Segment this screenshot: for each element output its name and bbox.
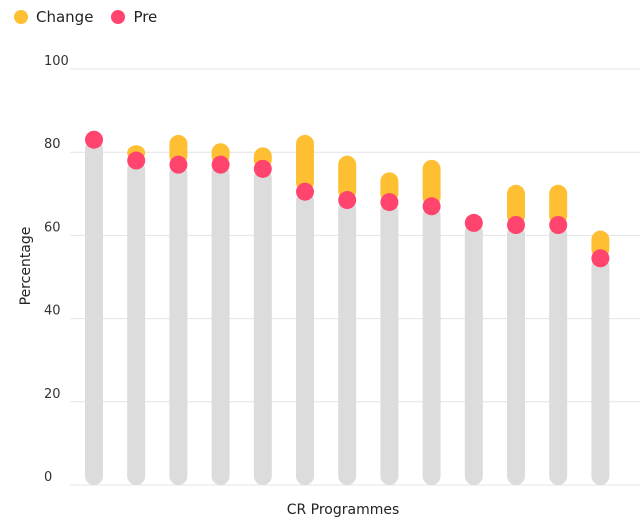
pre-point[interactable] [464,213,483,232]
pre-bar-track[interactable] [338,200,357,486]
pre-point[interactable] [211,155,230,174]
pre-point[interactable] [338,191,357,210]
pre-point[interactable] [591,249,610,268]
pre-bar-track[interactable] [253,168,272,485]
legend: Change Pre [14,8,157,26]
pre-point[interactable] [422,197,441,216]
pre-bar-track[interactable] [127,160,146,485]
pre-point[interactable] [507,216,525,234]
legend-item-pre[interactable]: Pre [111,8,157,26]
pre-bar-track[interactable] [296,191,314,485]
legend-item-change[interactable]: Change [14,8,93,26]
y-axis-ticks: 0 20 40 60 80 100 [44,54,69,485]
pre-bar-track[interactable] [380,202,399,485]
pre-point[interactable] [253,159,272,178]
pre-bar-track[interactable] [464,222,483,486]
y-tick-label: 20 [44,387,61,402]
pre-point[interactable] [169,155,188,174]
pre-point[interactable] [380,193,399,212]
pre-bar-track[interactable] [422,206,441,485]
pre-bar-track[interactable] [85,139,103,485]
y-tick-label: 0 [44,470,52,485]
pre-point[interactable] [296,182,314,201]
pre-bar-track[interactable] [211,164,230,485]
legend-swatch-pre [111,10,126,24]
y-tick-label: 40 [44,304,61,319]
change-bar[interactable] [296,134,314,192]
pre-point[interactable] [127,151,146,170]
pre-bar-track[interactable] [169,164,188,485]
y-tick-label: 60 [44,220,61,235]
pre-bar-track[interactable] [591,258,610,485]
legend-label-change: Change [36,8,94,26]
y-axis-title: Percentage [18,227,34,306]
x-axis-title: CR Programmes [287,502,400,518]
change-bar[interactable] [507,184,525,225]
pre-point[interactable] [85,130,103,149]
y-tick-label: 80 [44,137,61,152]
pre-bar-track[interactable] [507,225,525,485]
y-tick-label: 100 [44,54,69,69]
change-bar[interactable] [338,155,357,201]
bars [85,130,610,486]
pre-point[interactable] [549,216,568,234]
change-bar[interactable] [422,159,441,207]
change-bar[interactable] [549,184,568,225]
pre-bar-track[interactable] [549,225,568,485]
legend-swatch-change [14,10,28,24]
legend-label-pre: Pre [133,8,158,26]
